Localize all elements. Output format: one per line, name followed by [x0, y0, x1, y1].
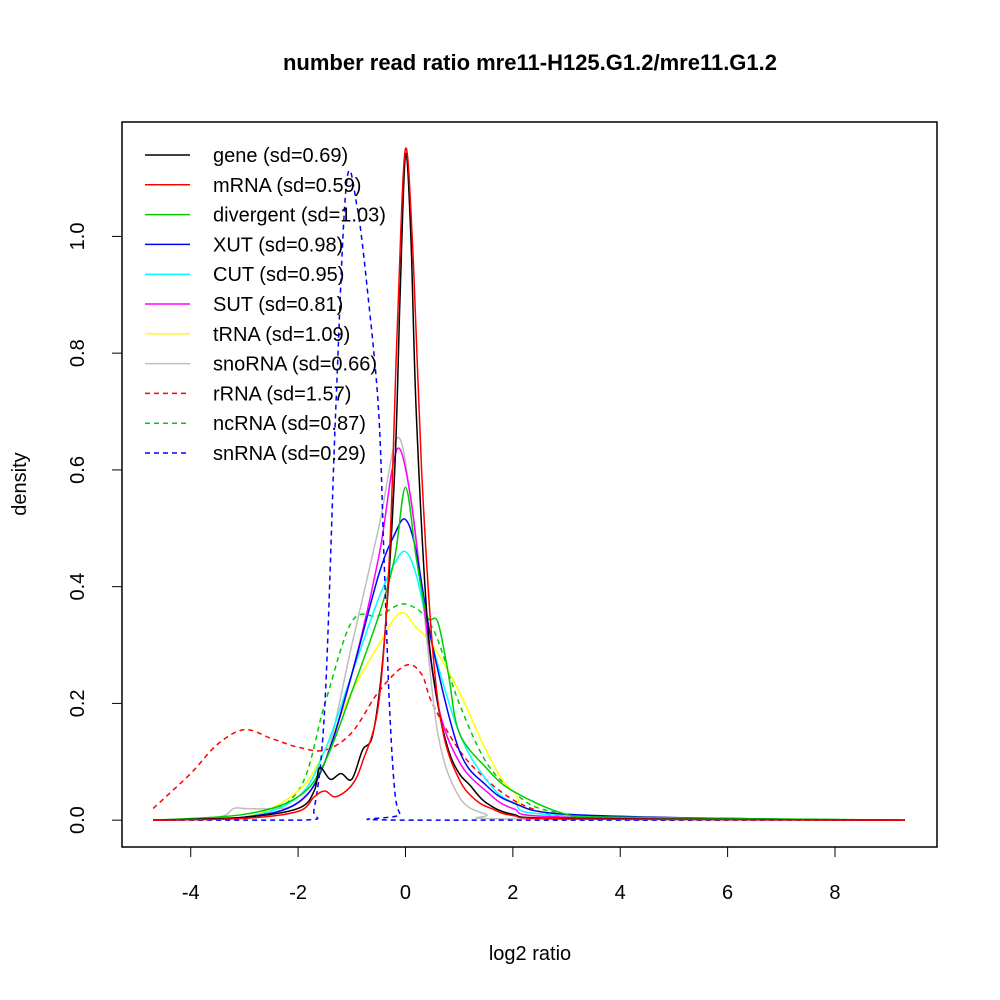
series-line-sut: [153, 447, 905, 821]
series-line-trna: [153, 611, 905, 821]
y-tick-label: 0.2: [67, 689, 89, 717]
legend: gene (sd=0.69) mRNA (sd=0.59) divergent (s…: [145, 145, 386, 465]
legend-entry: snoRNA (sd=0.66): [213, 354, 377, 376]
series-line-cut: [153, 550, 905, 821]
legend-entry: tRNA (sd=1.09): [213, 324, 350, 346]
legend-entry: rRNA (sd=1.57): [213, 383, 351, 405]
x-tick-label: 0: [400, 882, 411, 904]
x-tick-label: 8: [829, 882, 840, 904]
y-tick-label: 1.0: [67, 223, 89, 251]
x-axis: -4 -2 0 2 4 6 8: [182, 846, 841, 904]
legend-entry: gene (sd=0.69): [213, 145, 348, 167]
x-tick-label: 4: [615, 882, 626, 904]
y-tick-label: 0.4: [67, 573, 89, 601]
legend-entry: CUT (sd=0.95): [213, 264, 344, 286]
y-axis-label: density: [9, 452, 31, 515]
plot-frame: [121, 121, 938, 848]
series-line-ncrna: [153, 603, 674, 821]
legend-entry: ncRNA (sd=0.87): [213, 413, 366, 435]
series-line-mrna: [153, 147, 905, 821]
legend-entry: snRNA (sd=0.29): [213, 443, 366, 465]
x-tick-label: -2: [289, 882, 307, 904]
y-tick-label: 0.8: [67, 339, 89, 367]
series-line-snrna: [153, 169, 905, 821]
x-tick-label: -4: [182, 882, 200, 904]
x-tick-label: 2: [507, 882, 518, 904]
chart-title: number read ratio mre11-H125.G1.2/mre11.…: [283, 50, 777, 75]
series-line-divergent: [153, 486, 905, 821]
legend-entry: mRNA (sd=0.59): [213, 175, 361, 197]
y-axis: 0.0 0.2 0.4 0.6 0.8 1.0: [67, 223, 123, 834]
series-line-xut: [153, 518, 905, 821]
legend-entry: SUT (sd=0.81): [213, 294, 343, 316]
series-line-rrna: [152, 663, 648, 821]
legend-entry: divergent (sd=1.03): [213, 205, 386, 227]
legend-entry: XUT (sd=0.98): [213, 234, 343, 256]
y-tick-label: 0.6: [67, 456, 89, 484]
series-line-snorna: [153, 437, 905, 821]
x-axis-label: log2 ratio: [489, 943, 571, 965]
series-curves: [152, 147, 905, 821]
x-tick-label: 6: [722, 882, 733, 904]
y-tick-label: 0.0: [67, 806, 89, 834]
